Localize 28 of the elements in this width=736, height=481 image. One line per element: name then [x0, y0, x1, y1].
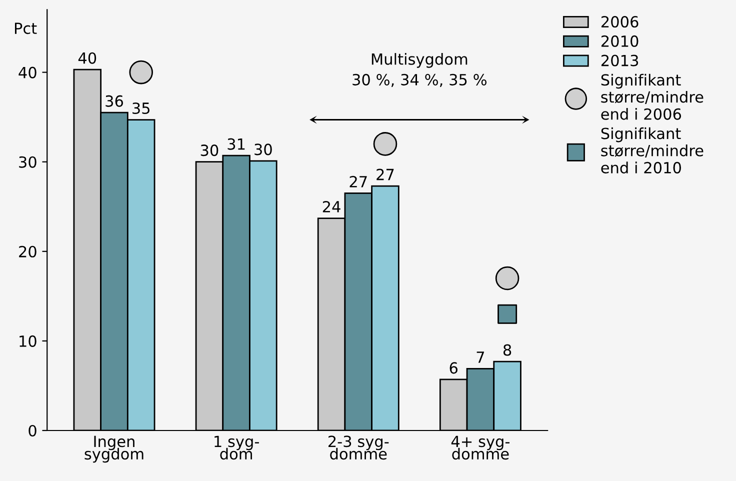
y-tick-label: 0 [28, 424, 36, 437]
data-label: 7 [476, 352, 484, 363]
data-label: 30 [200, 144, 218, 156]
y-tick-label: 30 [19, 156, 36, 168]
x-tick-label: 1 syg- dom [214, 436, 259, 460]
data-label: 24 [322, 200, 340, 212]
data-label: 30 [254, 144, 272, 156]
legend-label: Signifikant større/mindre end i 2006 [601, 74, 704, 120]
data-label: 6 [450, 362, 458, 374]
data-label: 8 [503, 344, 512, 356]
data-label: 27 [350, 176, 367, 188]
legend-label: 2013 [601, 54, 638, 66]
annotation: Multisygdom 30 %, 34 %, 35 % [352, 53, 487, 88]
legend-label: 2006 [601, 16, 638, 28]
data-label: 35 [132, 102, 150, 114]
x-tick-label: 4+ syg- domme [451, 436, 510, 460]
data-label: 36 [106, 95, 123, 107]
y-tick-label: 20 [19, 246, 36, 258]
y-axis-title: Pct [14, 22, 37, 34]
legend-label: Signifikant større/mindre end i 2010 [601, 127, 704, 174]
y-tick-label: 10 [20, 335, 36, 347]
y-tick-label: 40 [18, 66, 36, 78]
legend-label: 2010 [601, 35, 638, 47]
data-label: 40 [78, 52, 96, 64]
x-tick-label: 2-3 syg- domme [328, 436, 389, 460]
x-tick-label: Ingen sygdom [84, 436, 144, 463]
data-label: 31 [228, 138, 245, 150]
data-label: 27 [376, 168, 394, 180]
